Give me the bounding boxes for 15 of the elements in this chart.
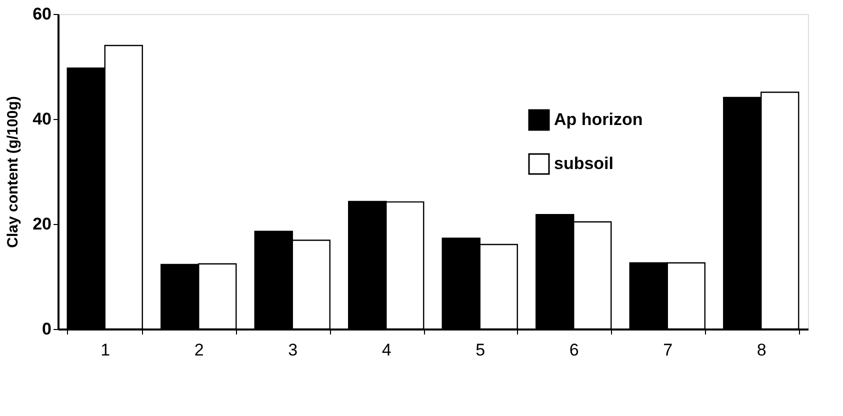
- legend-label: subsoil: [554, 154, 614, 173]
- y-tick-label: 20: [32, 214, 52, 234]
- x-tick-label: 5: [476, 340, 486, 360]
- x-tick-label: 7: [663, 340, 673, 360]
- x-tick-label: 2: [194, 340, 204, 360]
- y-tick-label: 0: [42, 320, 52, 338]
- x-tick-label: 4: [382, 340, 392, 360]
- y-tick-label: 60: [32, 4, 52, 24]
- x-tick-label: 1: [100, 340, 110, 360]
- x-tick-label: 3: [288, 340, 298, 360]
- y-axis-title: Clay content (g/100g): [4, 96, 22, 248]
- legend-label: Ap horizon: [554, 110, 643, 129]
- x-tick-label: 6: [569, 340, 579, 360]
- x-tick-label: 8: [756, 340, 766, 360]
- y-tick-label: 40: [32, 110, 52, 128]
